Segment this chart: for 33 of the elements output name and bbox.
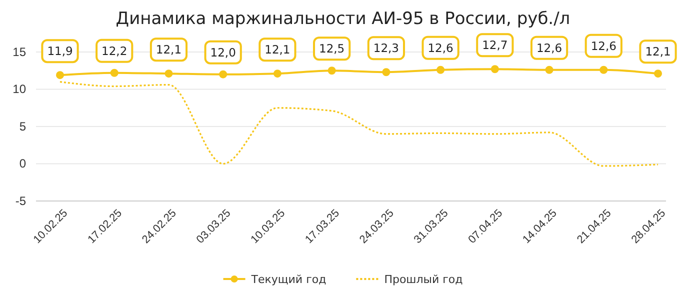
legend-label: Прошлый год [384,273,464,286]
data-label: 12,6 [536,40,562,55]
point [110,68,118,77]
data-label: 12,7 [482,38,508,52]
y-tick-label: 0 [19,156,26,171]
chart-title: Динамика маржинальности АИ-95 в России, руб./л [116,9,570,29]
y-tick-label: 10 [12,82,26,96]
point [273,70,282,78]
data-label: 12,5 [319,42,345,56]
point [382,68,390,76]
point [654,70,662,78]
y-tick-label: 5 [19,119,26,134]
data-label: 12,3 [373,41,399,56]
point [490,65,499,74]
point [436,66,445,74]
data-label: 12,1 [156,42,182,57]
point [56,71,64,80]
point [328,66,336,75]
point [164,70,173,78]
data-label: 12,2 [102,44,128,58]
point [545,66,554,74]
data-label: 12,6 [590,38,616,53]
line-series [59,81,659,167]
data-label: 12,1 [264,42,290,57]
point [219,70,228,78]
data-label: 12,1 [645,44,671,59]
y-tick-label: -5 [15,194,26,208]
data-label: 12,6 [428,40,454,55]
y-tick-label: 15 [12,44,26,59]
legend-label: Текущий год [250,273,327,286]
data-label: 12,0 [210,45,236,60]
point [600,66,608,74]
data-label: 11,9 [47,44,73,58]
